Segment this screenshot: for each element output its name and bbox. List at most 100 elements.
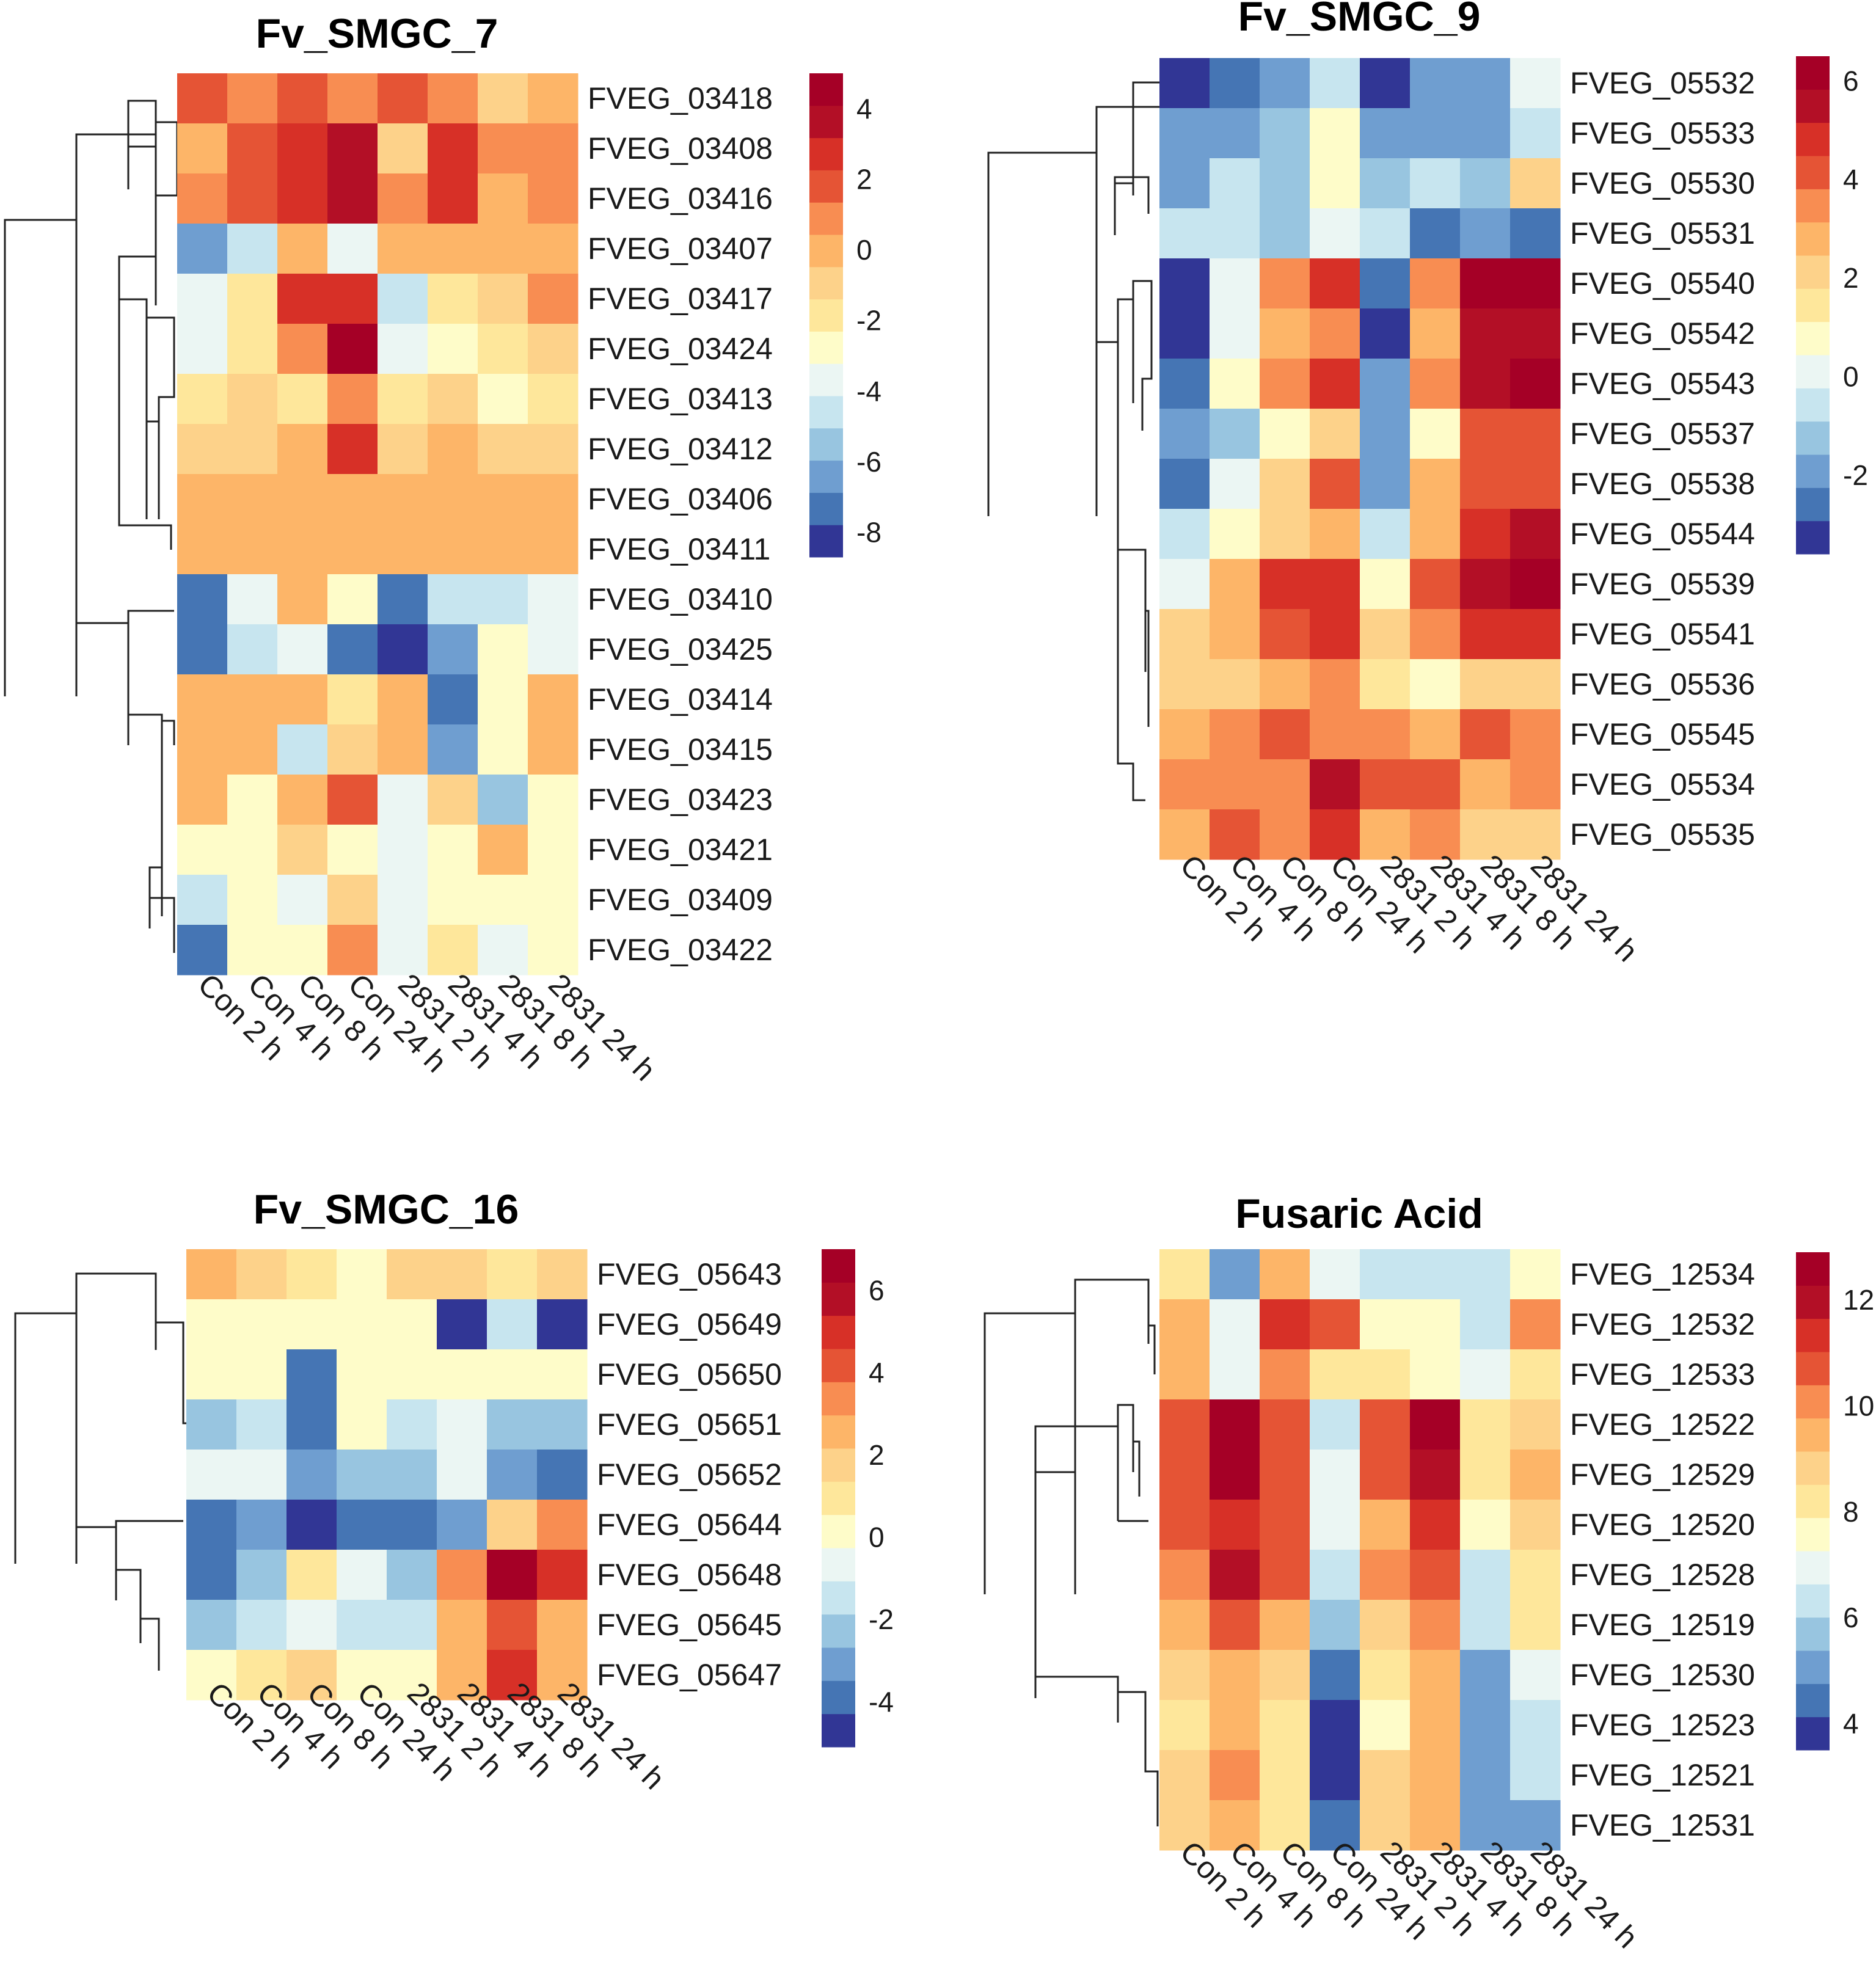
heatmap-cell: [1460, 359, 1511, 409]
heatmap-cell: [1360, 359, 1411, 409]
heatmap-cell: [428, 724, 478, 775]
heatmap-cell: [537, 1249, 588, 1300]
heatmap-cell: [1410, 258, 1461, 309]
heatmap-cell: [236, 1650, 287, 1701]
heatmap-cell: [378, 624, 428, 675]
heatmap-cell: [1260, 108, 1310, 159]
heatmap-cell: [1510, 1299, 1561, 1350]
legend-tick-label: 10: [1843, 1390, 1874, 1421]
heatmap-cell: [327, 374, 378, 425]
row-label: FVEG_03415: [588, 732, 773, 767]
heatmap-cell: [487, 1349, 538, 1400]
heatmap-panel-fusaric-acid: Fusaric Acid FVEG_12534FVEG_12532FVEG_12…: [984, 1191, 1874, 1955]
heatmap-cell: [1360, 58, 1411, 109]
heatmap-cell: [327, 73, 378, 124]
heatmap-cell: [1310, 459, 1360, 509]
panel-title: Fv_SMGC_9: [1238, 0, 1481, 40]
legend-swatch: [809, 492, 843, 525]
heatmap-cell: [378, 474, 428, 525]
heatmap-cell: [437, 1399, 487, 1450]
heatmap-cell: [528, 274, 578, 324]
color-legend: 6 4 2 0 -2: [1796, 56, 1868, 555]
heatmap-cell: [537, 1399, 588, 1450]
legend-swatch: [1796, 1617, 1830, 1651]
heatmap-cell: [428, 524, 478, 575]
heatmap-cell: [327, 875, 378, 925]
heatmap-cell: [487, 1650, 538, 1701]
heatmap-cell: [177, 775, 228, 825]
legend-swatch: [1796, 421, 1830, 455]
heatmap-cell: [1159, 709, 1210, 760]
row-label: FVEG_12532: [1570, 1307, 1755, 1341]
heatmap-cell: [428, 875, 478, 925]
heatmap-cell: [1159, 659, 1210, 710]
heatmap-cell: [227, 173, 278, 224]
legend-swatch: [1796, 1352, 1830, 1385]
heatmap-cell: [236, 1450, 287, 1500]
heatmap-cell: [528, 424, 578, 475]
heatmap-cell: [1159, 1249, 1210, 1300]
legend-swatch: [822, 1481, 855, 1515]
row-label: FVEG_05530: [1570, 166, 1755, 200]
heatmap-cell: [1310, 1450, 1360, 1500]
legend-swatch: [809, 396, 843, 429]
legend-tick-label: -4: [869, 1686, 894, 1718]
heatmap-cell: [1460, 409, 1511, 459]
heatmap-cell: [528, 123, 578, 174]
heatmap-cell: [186, 1249, 237, 1300]
legend-tick-label: 0: [856, 234, 872, 266]
heatmap-cell: [1210, 1399, 1260, 1450]
heatmap-cell: [1210, 809, 1260, 860]
legend-tick-label: 6: [869, 1274, 885, 1306]
heatmap-cell: [1260, 1500, 1310, 1550]
heatmap-cell: [186, 1399, 237, 1450]
heatmap-cell: [378, 374, 428, 425]
row-dendrogram: [987, 81, 1162, 801]
heatmap-cell: [478, 123, 528, 174]
heatmap-cell: [387, 1600, 437, 1650]
legend-swatch: [1796, 1385, 1830, 1419]
heatmap-cell: [1260, 1299, 1310, 1350]
heatmap-cell: [1159, 258, 1210, 309]
heatmap-cell: [1260, 459, 1310, 509]
heatmap-cell: [1360, 1299, 1411, 1350]
row-label: FVEG_03422: [588, 933, 773, 967]
legend-tick-label: 2: [869, 1439, 885, 1471]
heatmap-cell: [437, 1299, 487, 1350]
heatmap-cell: [428, 324, 478, 374]
legend-swatch: [1796, 1318, 1830, 1352]
row-label: FVEG_03410: [588, 582, 773, 616]
heatmap-cell: [1510, 258, 1561, 309]
heatmap-cell: [1460, 1700, 1511, 1751]
heatmap-cell: [387, 1500, 437, 1550]
panel-title: Fv_SMGC_7: [256, 10, 498, 57]
heatmap-cell: [1510, 559, 1561, 610]
legend-swatch: [822, 1448, 855, 1482]
heatmap-cell: [327, 224, 378, 274]
heatmap-cell: [227, 474, 278, 525]
heatmap-cell: [1210, 409, 1260, 459]
heatmap-cell: [478, 624, 528, 675]
heatmap-cell: [1159, 158, 1210, 209]
heatmap-cell: [1210, 1750, 1260, 1801]
row-label: FVEG_03413: [588, 382, 773, 416]
row-label: FVEG_05539: [1570, 567, 1755, 601]
heatmap-cell: [478, 875, 528, 925]
heatmap-cell: [287, 1650, 337, 1701]
heatmap-cell: [1260, 1750, 1310, 1801]
row-label: FVEG_03421: [588, 833, 773, 867]
heatmap-cell: [478, 775, 528, 825]
row-label: FVEG_03424: [588, 332, 773, 366]
legend-swatch: [1796, 1285, 1830, 1319]
heatmap-cell: [1159, 459, 1210, 509]
heatmap-cell: [528, 775, 578, 825]
heatmap-cell: [378, 574, 428, 625]
heatmap-cell: [1360, 1249, 1411, 1300]
heatmap-cell: [1310, 709, 1360, 760]
heatmap-cell: [177, 224, 228, 274]
row-label: FVEG_03414: [588, 682, 773, 717]
heatmap-cell: [428, 173, 478, 224]
heatmap-cell: [186, 1550, 237, 1600]
row-labels: FVEG_05643 FVEG_05649 FVEG_05650 FVEG_05651…: [597, 1257, 782, 1692]
heatmap-cell: [1410, 1249, 1461, 1300]
